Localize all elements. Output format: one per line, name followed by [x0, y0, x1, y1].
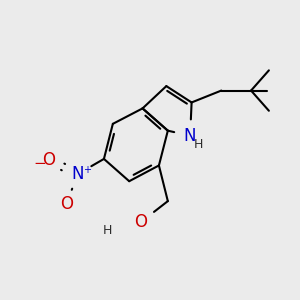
Text: H: H [103, 224, 112, 237]
Text: N: N [184, 127, 197, 145]
Text: O: O [135, 213, 148, 231]
Text: H: H [194, 138, 203, 151]
Text: O: O [42, 151, 56, 169]
Text: +: + [83, 165, 91, 175]
Text: N: N [71, 165, 83, 183]
Text: O: O [60, 195, 73, 213]
Text: −: − [33, 156, 46, 171]
